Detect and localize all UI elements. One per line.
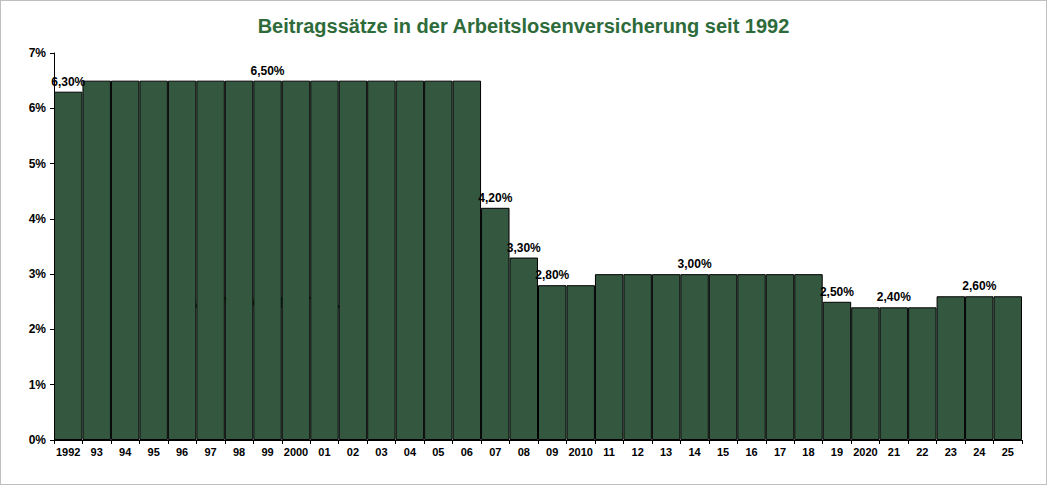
svg-text:6,30%: 6,30% [51,75,85,89]
svg-text:2,60%: 2,60% [962,279,996,293]
svg-text:19: 19 [831,446,843,458]
svg-text:09: 09 [546,446,558,458]
svg-text:08: 08 [518,446,530,458]
svg-text:97: 97 [204,446,216,458]
svg-text:05: 05 [432,446,444,458]
svg-text:14: 14 [688,446,701,458]
svg-text:2,50%: 2,50% [820,285,854,299]
svg-text:5%: 5% [29,157,47,171]
svg-text:02: 02 [347,446,359,458]
svg-text:6%: 6% [29,101,47,115]
svg-text:0%: 0% [29,433,47,447]
svg-text:15: 15 [717,446,729,458]
svg-text:98: 98 [233,446,245,458]
svg-text:1992: 1992 [56,446,80,458]
svg-text:2%: 2% [29,322,47,336]
svg-text:2010: 2010 [568,446,592,458]
svg-text:24: 24 [973,446,986,458]
svg-text:96: 96 [176,446,188,458]
svg-text:4%: 4% [29,212,47,226]
svg-text:6,50%: 6,50% [251,64,285,78]
svg-text:03: 03 [375,446,387,458]
svg-text:06: 06 [461,446,473,458]
svg-text:01: 01 [318,446,330,458]
svg-text:17: 17 [774,446,786,458]
svg-text:2,80%: 2,80% [535,268,569,282]
svg-text:1%: 1% [29,378,47,392]
svg-text:3,30%: 3,30% [507,241,541,255]
svg-text:07: 07 [489,446,501,458]
svg-text:18: 18 [802,446,814,458]
svg-text:11: 11 [603,446,615,458]
svg-text:4,20%: 4,20% [478,191,512,205]
svg-text:3,00%: 3,00% [678,257,712,271]
svg-text:93: 93 [91,446,103,458]
svg-text:99: 99 [261,446,273,458]
svg-text:2,40%: 2,40% [877,290,911,304]
svg-text:95: 95 [148,446,160,458]
svg-text:25: 25 [1002,446,1014,458]
svg-text:12: 12 [632,446,644,458]
svg-text:21: 21 [888,446,900,458]
svg-text:7%: 7% [29,46,47,60]
svg-text:23: 23 [945,446,957,458]
svg-text:3%: 3% [29,267,47,281]
svg-text:94: 94 [119,446,132,458]
svg-text:2000: 2000 [284,446,308,458]
svg-text:13: 13 [660,446,672,458]
svg-text:2020: 2020 [853,446,877,458]
svg-text:Beitragssätze in der Arbeitslo: Beitragssätze in der Arbeitslosenversich… [258,15,790,37]
svg-text:04: 04 [404,446,417,458]
svg-text:16: 16 [745,446,757,458]
svg-text:22: 22 [916,446,928,458]
